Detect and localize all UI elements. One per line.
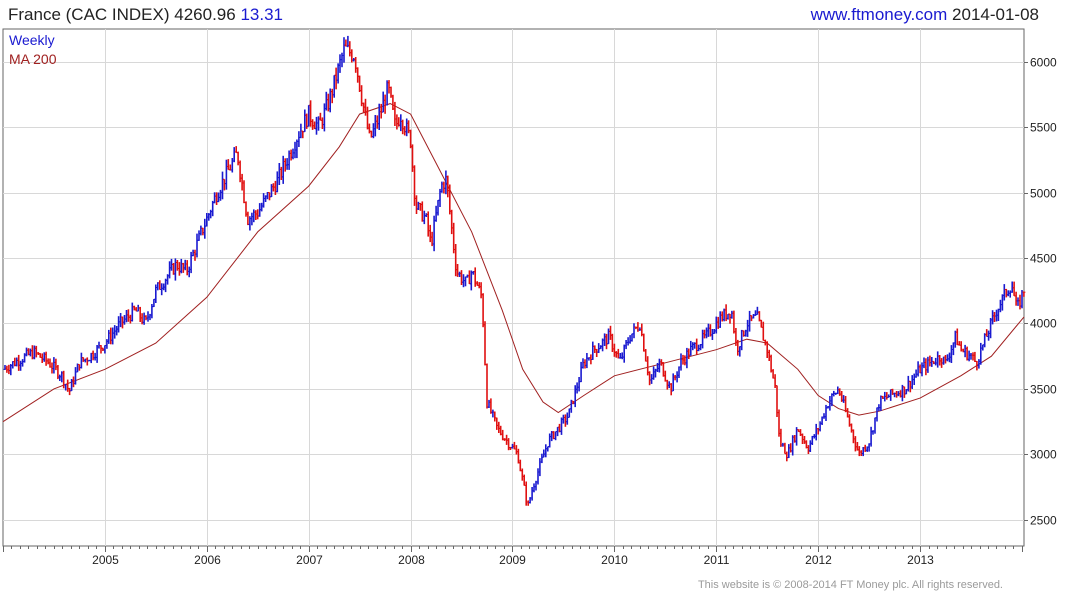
y-tick-label: 6000 xyxy=(1030,56,1057,70)
y-tick-label: 5000 xyxy=(1030,187,1057,201)
price-bars-layer xyxy=(3,35,1026,506)
chart-header-right: www.ftmoney.com 2014-01-08 xyxy=(811,5,1039,25)
x-tick-label: 2007 xyxy=(296,553,323,567)
price-change: 13.31 xyxy=(240,5,283,24)
x-tick-label: 2010 xyxy=(601,553,628,567)
x-axis: 2005 2006 2007 2008 2009 2010 2011 2012 2013 xyxy=(3,546,1023,567)
legend-ma-200: MA 200 xyxy=(9,51,57,67)
x-tick-label: 2012 xyxy=(805,553,832,567)
y-tick-label: 3500 xyxy=(1030,383,1057,397)
x-tick-label: 2006 xyxy=(194,553,221,567)
ma-200-layer xyxy=(2,103,1025,423)
chart-header-left: France (CAC INDEX) 4260.96 13.31 xyxy=(8,5,283,25)
chart-date: 2014-01-08 xyxy=(952,5,1039,24)
y-tick-label: 2500 xyxy=(1030,514,1057,528)
x-tick-label: 2005 xyxy=(92,553,119,567)
x-tick-label: 2011 xyxy=(704,553,730,567)
copyright-footer: This website is © 2008-2014 FT Money plc… xyxy=(697,579,1003,591)
y-tick-label: 4000 xyxy=(1030,317,1057,331)
x-tick-label: 2013 xyxy=(907,553,934,567)
index-title: France (CAC INDEX) xyxy=(8,5,170,24)
plot-frame xyxy=(2,28,1025,547)
last-price: 4260.96 xyxy=(174,5,236,24)
y-tick-label: 4500 xyxy=(1030,252,1057,266)
x-tick-label: 2008 xyxy=(398,553,425,567)
legend-weekly: Weekly xyxy=(9,32,55,48)
y-tick-label: 5500 xyxy=(1030,121,1057,135)
site-link[interactable]: www.ftmoney.com xyxy=(810,5,948,24)
x-tick-label: 2009 xyxy=(499,553,526,567)
y-tick-label: 3000 xyxy=(1030,448,1057,462)
ma-200-line xyxy=(2,103,1025,423)
y-axis: 2500 3000 3500 4000 4500 5000 5500 6000 xyxy=(1024,56,1057,528)
